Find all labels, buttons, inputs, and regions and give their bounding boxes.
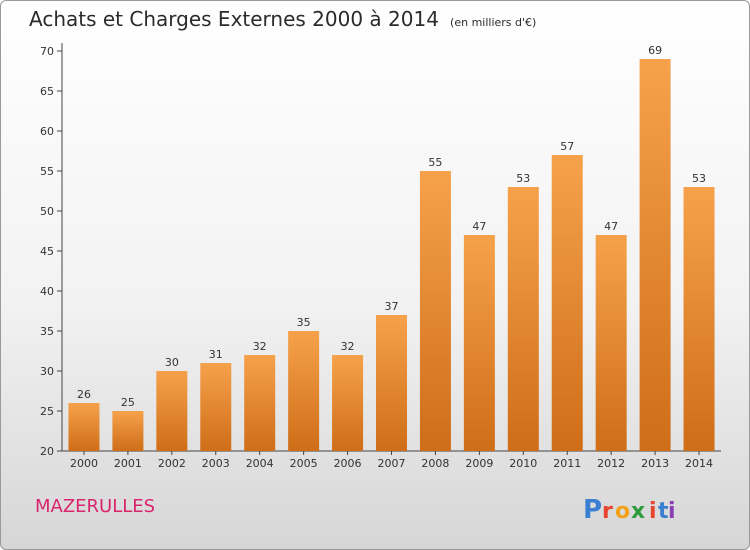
data-label-2003: 31 <box>209 348 223 361</box>
y-tick-label: 65 <box>40 85 54 98</box>
y-tick-label: 25 <box>40 405 54 418</box>
bar-2004 <box>244 355 276 451</box>
data-label-2012: 47 <box>604 220 618 233</box>
logo-letter: o <box>615 499 630 524</box>
logo-letter: r <box>602 499 613 524</box>
data-label-2013: 69 <box>648 44 662 57</box>
bar-2001 <box>112 411 144 451</box>
chart-title: Achats et Charges Externes 2000 à 2014 (… <box>29 7 536 31</box>
y-tick-label: 35 <box>40 325 54 338</box>
logo-letter: t <box>658 499 669 524</box>
y-tick-label: 50 <box>40 205 54 218</box>
y-tick-label: 55 <box>40 165 54 178</box>
x-tick-label: 2008 <box>421 457 449 470</box>
bars <box>68 59 715 451</box>
bar-2012 <box>595 235 627 451</box>
data-label-2011: 57 <box>560 140 574 153</box>
data-label-2010: 53 <box>516 172 530 185</box>
y-tick-label: 60 <box>40 125 54 138</box>
y-tick-label: 40 <box>40 285 54 298</box>
x-tick-label: 2007 <box>378 457 406 470</box>
bar-2011 <box>551 155 583 451</box>
logo-letter: x <box>631 499 645 524</box>
x-tick-label: 2003 <box>202 457 230 470</box>
data-label-2007: 37 <box>385 300 399 313</box>
data-label-2005: 35 <box>297 316 311 329</box>
chart-title-main: Achats et Charges Externes 2000 à 2014 <box>29 7 439 31</box>
data-label-2001: 25 <box>121 396 135 409</box>
y-tick-label: 20 <box>40 445 54 458</box>
x-tick-label: 2009 <box>465 457 493 470</box>
bar-2014 <box>683 187 715 451</box>
data-label-2008: 55 <box>428 156 442 169</box>
axes: 20 25 30 35 40 45 50 55 60 65 70 2000 2001 2002 2003 20… <box>40 43 721 470</box>
x-tick-label: 2004 <box>246 457 274 470</box>
data-label-2009: 47 <box>472 220 486 233</box>
bar-2006 <box>332 355 364 451</box>
bar-2002 <box>156 371 188 451</box>
x-tick-label: 2000 <box>70 457 98 470</box>
bar-2008 <box>419 171 451 451</box>
x-tick-label: 2006 <box>334 457 362 470</box>
y-tick-label: 45 <box>40 245 54 258</box>
x-tick-label: 2011 <box>553 457 581 470</box>
x-tick-label: 2001 <box>114 457 142 470</box>
logo-letter: i <box>668 499 676 524</box>
bar-2007 <box>376 315 407 451</box>
bar-2003 <box>200 363 232 451</box>
data-label-2006: 32 <box>341 340 355 353</box>
data-label-2002: 30 <box>165 356 179 369</box>
x-tick-label: 2014 <box>685 457 713 470</box>
data-label-2004: 32 <box>253 340 267 353</box>
commune-name: MAZERULLES <box>35 496 156 517</box>
x-tick-label: 2005 <box>290 457 318 470</box>
data-label-2000: 26 <box>77 388 91 401</box>
logo-letter: P <box>583 495 602 525</box>
x-tick-label: 2013 <box>641 457 669 470</box>
data-label-2014: 53 <box>692 172 706 185</box>
bar-2009 <box>463 235 495 451</box>
bar-2010 <box>507 187 539 451</box>
y-tick-label: 30 <box>40 365 54 378</box>
y-tick-label: 70 <box>40 45 54 58</box>
x-tick-label: 2010 <box>509 457 537 470</box>
bar-2013 <box>639 59 671 451</box>
x-tick-label: 2002 <box>158 457 186 470</box>
data-labels: 26 25 30 31 32 35 32 37 55 47 53 57 47 69 53 <box>77 44 706 409</box>
bar-2000 <box>68 403 100 451</box>
chart-unit: (en milliers d'€) <box>450 16 537 29</box>
x-tick-label: 2012 <box>597 457 625 470</box>
bar-2005 <box>288 331 320 451</box>
logo-letter: i <box>649 499 657 524</box>
